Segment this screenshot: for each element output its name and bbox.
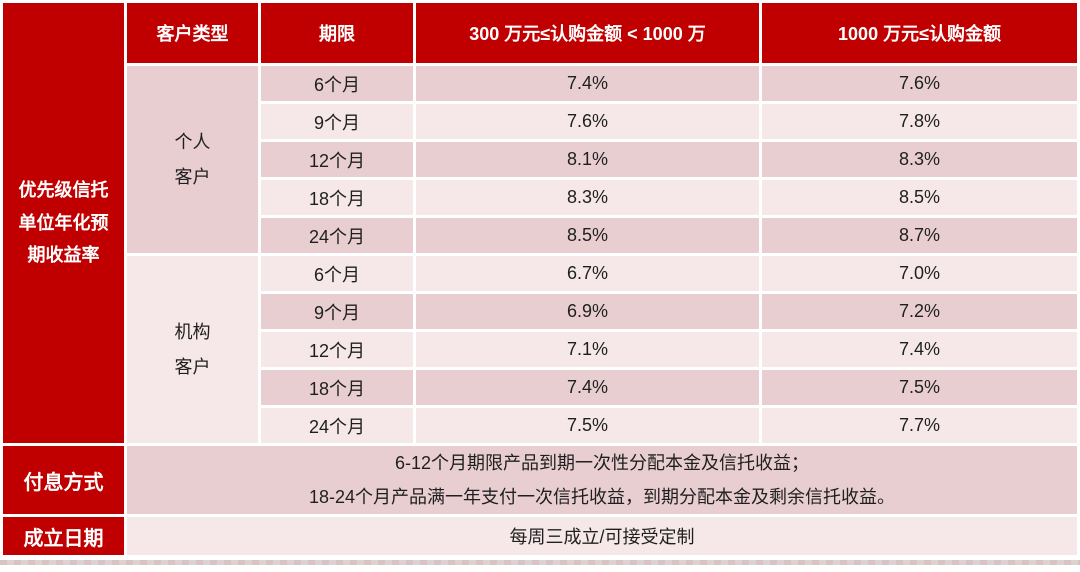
rate-tier2-cell: 8.7% xyxy=(762,218,1077,253)
term-cell: 6个月 xyxy=(261,66,413,101)
term-cell: 18个月 xyxy=(261,370,413,405)
corner-label-expected-yield: 优先级信托 单位年化预 期收益率 xyxy=(3,3,124,443)
rate-tier2-cell: 7.6% xyxy=(762,66,1077,101)
payment-method-content: 6-12个月期限产品到期一次性分配本金及信托收益； 18-24个月产品满一年支付… xyxy=(127,446,1077,515)
table-row: 个人 客户 6个月 7.4% 7.6% xyxy=(3,66,1077,253)
table-row: 18个月 7.4% 7.5% xyxy=(3,370,1077,405)
rate-tier1-cell: 8.1% xyxy=(416,142,759,177)
term-cell: 9个月 xyxy=(261,294,413,329)
rate-tier2-cell: 7.8% xyxy=(762,104,1077,139)
payment-method-row: 付息方式 6-12个月期限产品到期一次性分配本金及信托收益； 18-24个月产品… xyxy=(3,446,1077,515)
header-tier1: 300 万元≤认购金额 < 1000 万 xyxy=(416,3,759,63)
term-cell: 12个月 xyxy=(261,142,413,177)
table-row: 9个月 6.9% 7.2% xyxy=(3,294,1077,329)
header-term: 期限 xyxy=(261,3,413,63)
header-row: 优先级信托 单位年化预 期收益率 客户类型 期限 300 万元≤认购金额 < 1… xyxy=(3,3,1077,443)
term-cell: 9个月 xyxy=(261,104,413,139)
payment-method-label: 付息方式 xyxy=(3,446,124,515)
table-row: 机构 客户 6个月 6.7% 7.0% xyxy=(3,256,1077,443)
table-row: 24个月 8.5% 8.7% xyxy=(3,218,1077,253)
table-row: 9个月 7.6% 7.8% xyxy=(3,104,1077,139)
founding-date-label: 成立日期 xyxy=(3,517,124,556)
rate-tier1-cell: 7.4% xyxy=(416,370,759,405)
rate-tier2-cell: 8.5% xyxy=(762,180,1077,215)
table-row: 24个月 7.5% 7.7% xyxy=(3,408,1077,443)
rate-tier1-cell: 7.1% xyxy=(416,332,759,367)
rate-tier1-cell: 8.3% xyxy=(416,180,759,215)
rate-tier1-cell: 6.7% xyxy=(416,256,759,291)
term-cell: 12个月 xyxy=(261,332,413,367)
table-row: 12个月 8.1% 8.3% xyxy=(3,142,1077,177)
term-cell: 24个月 xyxy=(261,218,413,253)
rate-tier1-cell: 7.4% xyxy=(416,66,759,101)
rate-tier1-cell: 6.9% xyxy=(416,294,759,329)
header-tier2: 1000 万元≤认购金额 xyxy=(762,3,1077,63)
rate-tier2-cell: 7.4% xyxy=(762,332,1077,367)
rate-tier2-cell: 7.5% xyxy=(762,370,1077,405)
table-row: 12个月 7.1% 7.4% xyxy=(3,332,1077,367)
customer-type-institutional: 机构 客户 xyxy=(127,256,258,443)
rate-tier1-cell: 7.5% xyxy=(416,408,759,443)
bottom-divider-line xyxy=(0,560,1080,565)
rate-tier1-cell: 8.5% xyxy=(416,218,759,253)
customer-type-personal: 个人 客户 xyxy=(127,66,258,253)
founding-date-content: 每周三成立/可接受定制 xyxy=(127,517,1077,556)
header-customer-type: 客户类型 xyxy=(127,3,258,63)
term-cell: 6个月 xyxy=(261,256,413,291)
rate-tier2-cell: 7.2% xyxy=(762,294,1077,329)
term-cell: 24个月 xyxy=(261,408,413,443)
rate-tier2-cell: 7.0% xyxy=(762,256,1077,291)
rate-tier2-cell: 8.3% xyxy=(762,142,1077,177)
founding-date-row: 成立日期 每周三成立/可接受定制 xyxy=(3,517,1077,556)
term-cell: 18个月 xyxy=(261,180,413,215)
rate-table: 优先级信托 单位年化预 期收益率 客户类型 期限 300 万元≤认购金额 < 1… xyxy=(3,3,1077,556)
rate-tier2-cell: 7.7% xyxy=(762,408,1077,443)
rate-tier1-cell: 7.6% xyxy=(416,104,759,139)
table-row: 18个月 8.3% 8.5% xyxy=(3,180,1077,215)
